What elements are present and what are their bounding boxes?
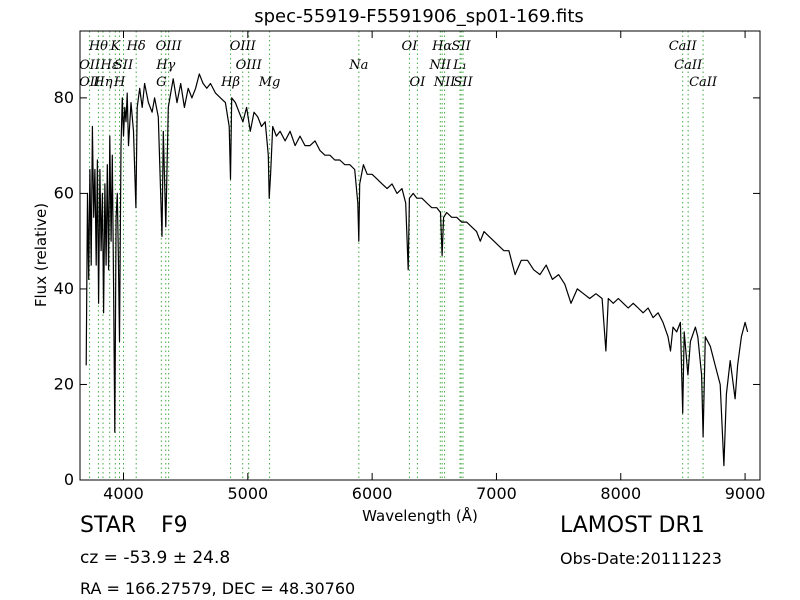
line-marker-label: OI xyxy=(402,39,419,54)
line-marker-label: Hη xyxy=(92,75,112,90)
line-marker-label: Hδ xyxy=(126,39,146,54)
line-marker-label: SII xyxy=(452,39,472,54)
line-marker-label: OIII xyxy=(236,58,263,73)
y-axis-label: Flux (relative) xyxy=(32,203,50,307)
line-marker-label: SII xyxy=(114,58,134,73)
line-marker-label: CaII xyxy=(669,39,698,54)
chart-title: spec-55919-F5591906_sp01-169.fits xyxy=(254,6,584,27)
spectrum-line xyxy=(85,73,749,467)
axis-ticks: 4000 5000 6000 7000 8000 9000 0 20 40 60 80 xyxy=(54,31,766,503)
line-marker-label: OII xyxy=(79,75,101,90)
y-tick-label: 20 xyxy=(54,374,74,393)
line-marker-label: Mg xyxy=(258,75,281,90)
line-marker-label: G xyxy=(156,75,166,90)
line-marker-label: NII xyxy=(433,75,457,90)
line-marker-label: OI xyxy=(409,75,426,90)
coordinates-text: RA = 166.27579, DEC = 48.30760 xyxy=(80,579,356,598)
line-marker-label: Hα xyxy=(431,39,452,54)
x-tick-label: 9000 xyxy=(725,484,766,503)
line-marker-label: CaII xyxy=(674,58,703,73)
object-class-value: STAR xyxy=(80,513,137,538)
plot-frame xyxy=(79,30,761,481)
x-axis-label: Wavelength (Å) xyxy=(362,506,478,525)
x-tick-label: 8000 xyxy=(600,484,641,503)
line-marker-label: L₁ xyxy=(452,58,467,73)
line-marker-label: Hγ xyxy=(155,58,175,73)
spectral-line-markers xyxy=(89,31,704,480)
line-marker-label: H xyxy=(113,75,126,90)
line-marker-label: NII xyxy=(428,58,452,73)
x-tick-label: 6000 xyxy=(352,484,393,503)
line-marker-label: K xyxy=(109,39,121,54)
obs-date: Obs-Date:20111223 xyxy=(560,549,722,568)
x-tick-label: 7000 xyxy=(476,484,517,503)
y-tick-label: 40 xyxy=(54,279,74,298)
y-tick-label: 80 xyxy=(54,88,74,107)
line-marker-label: OIII xyxy=(230,39,257,54)
line-marker-label: Hε xyxy=(100,58,119,73)
y-tick-label: 60 xyxy=(54,183,74,202)
line-marker-label: OIII xyxy=(156,39,183,54)
line-marker-label: SII xyxy=(453,75,473,90)
x-tick-label: 4000 xyxy=(103,484,144,503)
line-marker-label: OII xyxy=(79,58,101,73)
object-class: STAR F9 xyxy=(80,513,188,538)
line-marker-label: CaII xyxy=(689,75,718,90)
line-marker-label: Na xyxy=(348,58,368,73)
survey-name: LAMOST DR1 xyxy=(560,513,705,538)
y-tick-label: 0 xyxy=(64,470,74,489)
object-subclass: F9 xyxy=(161,513,188,538)
x-tick-label: 5000 xyxy=(227,484,268,503)
line-marker-label: Hβ xyxy=(220,75,240,90)
redshift-text: cz = -53.9 ± 24.8 xyxy=(80,548,231,568)
line-marker-label: Hθ xyxy=(88,39,108,54)
